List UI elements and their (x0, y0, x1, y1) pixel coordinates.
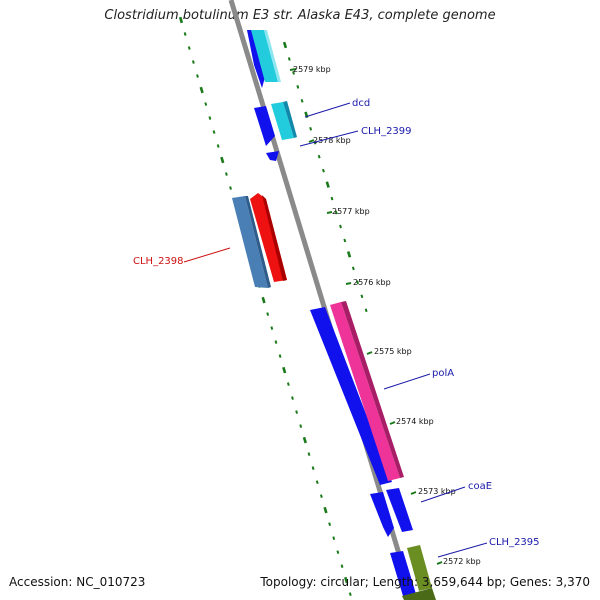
track-tick (334, 210, 338, 215)
track-tick (356, 280, 360, 285)
ruler-label-2575: 2575 kbp (374, 347, 412, 356)
track-tick (346, 251, 352, 258)
track-tick (220, 156, 225, 164)
ruler-labels: 2579 kbp 2578 kbp 2577 kbp 2576 kbp 2575… (289, 65, 481, 566)
map-title: Clostridium botulinum E3 str. Alaska E43… (104, 8, 496, 23)
gene-features (232, 30, 436, 600)
track-tick (307, 452, 311, 456)
track-tick (216, 144, 220, 148)
track-tick (323, 506, 328, 514)
track-tick (291, 396, 294, 400)
gene-coae[interactable] (370, 492, 394, 537)
track-tick (343, 238, 347, 243)
ruler-label-2573: 2573 kbp (418, 487, 456, 496)
track-tick (339, 224, 342, 229)
track-tick (261, 296, 266, 304)
track-tick (315, 480, 319, 484)
gene-label-clh-2399[interactable]: CLH_2399 (361, 126, 412, 137)
genome-summary: Topology: circular; Length: 3,659,644 bp… (260, 575, 590, 589)
track-tick (317, 154, 321, 159)
track-tick (287, 57, 291, 61)
track-tick (364, 308, 368, 313)
track-tick (309, 126, 313, 131)
gene-label-clh-2398[interactable]: CLH_2398 (133, 256, 184, 267)
gene-clh-2398[interactable] (232, 196, 268, 288)
track-tick (313, 140, 317, 145)
ruler-label-2579: 2579 kbp (293, 65, 331, 74)
gene-pola[interactable] (310, 307, 392, 485)
ruler-label-2578: 2578 kbp (313, 136, 351, 145)
gene-pola-pink[interactable] (330, 302, 400, 481)
gene-red[interactable] (250, 193, 287, 282)
track-tick (225, 172, 228, 176)
track-tick (330, 196, 334, 201)
track-tick (191, 60, 195, 64)
gene-label-clh-2395[interactable]: CLH_2395 (489, 537, 540, 548)
gene-small-blue[interactable] (266, 151, 279, 161)
track-tick (332, 536, 336, 540)
track-tick (278, 354, 282, 358)
track-tick (196, 74, 199, 78)
track-tick (296, 85, 300, 89)
accession-label: Accession: NC_010723 (9, 575, 146, 589)
track-tick (328, 522, 332, 526)
track-tick (187, 46, 191, 50)
track-tick (178, 16, 184, 24)
gene-label-pola[interactable]: polA (432, 368, 454, 379)
track-tick (282, 41, 288, 49)
gene-clh-2399[interactable] (271, 102, 294, 140)
track-tick (302, 436, 307, 444)
ruler-label-2576: 2576 kbp (353, 278, 391, 287)
track-tick (351, 266, 355, 271)
track-tick (344, 576, 349, 584)
track-tick (295, 410, 299, 414)
gene-label-dcd[interactable]: dcd (352, 98, 370, 109)
track-tick (360, 294, 364, 299)
track-tick (266, 312, 270, 316)
ruler-label-2574: 2574 kbp (396, 417, 434, 426)
track-tick (340, 564, 344, 568)
track-tick (300, 99, 304, 103)
track-tick (183, 32, 187, 36)
track-tick (208, 116, 212, 120)
gene-clh-2395[interactable] (407, 545, 432, 591)
track-tick (319, 494, 323, 498)
track-tick (282, 366, 287, 374)
track-tick (286, 382, 290, 386)
gene-labels: dcd CLH_2399 CLH_2398 polA coaE CLH_2395 (133, 98, 540, 548)
ruler-label-2572: 2572 kbp (443, 557, 481, 566)
track-tick (336, 550, 340, 554)
track-tick (348, 592, 352, 596)
track-tick (325, 181, 330, 188)
track-tick (292, 71, 295, 75)
track-tick (229, 186, 232, 190)
gene-blue-2[interactable] (386, 488, 413, 532)
gene-dcd[interactable] (254, 106, 275, 146)
track-tick (199, 86, 204, 94)
gene-label-coae[interactable]: coaE (468, 481, 492, 492)
track-tick (204, 102, 208, 106)
gene-blue-bottom[interactable] (390, 551, 416, 596)
track-tick (322, 168, 325, 173)
track-tick (311, 466, 315, 470)
track-tick (299, 424, 303, 428)
ruler-label-2577: 2577 kbp (332, 207, 370, 216)
gene-cyan-top[interactable] (251, 30, 278, 82)
track-tick (212, 130, 216, 134)
inner-tick-track (282, 41, 368, 313)
track-tick (270, 326, 274, 330)
gene-leaders (183, 102, 488, 558)
track-tick (274, 340, 278, 344)
